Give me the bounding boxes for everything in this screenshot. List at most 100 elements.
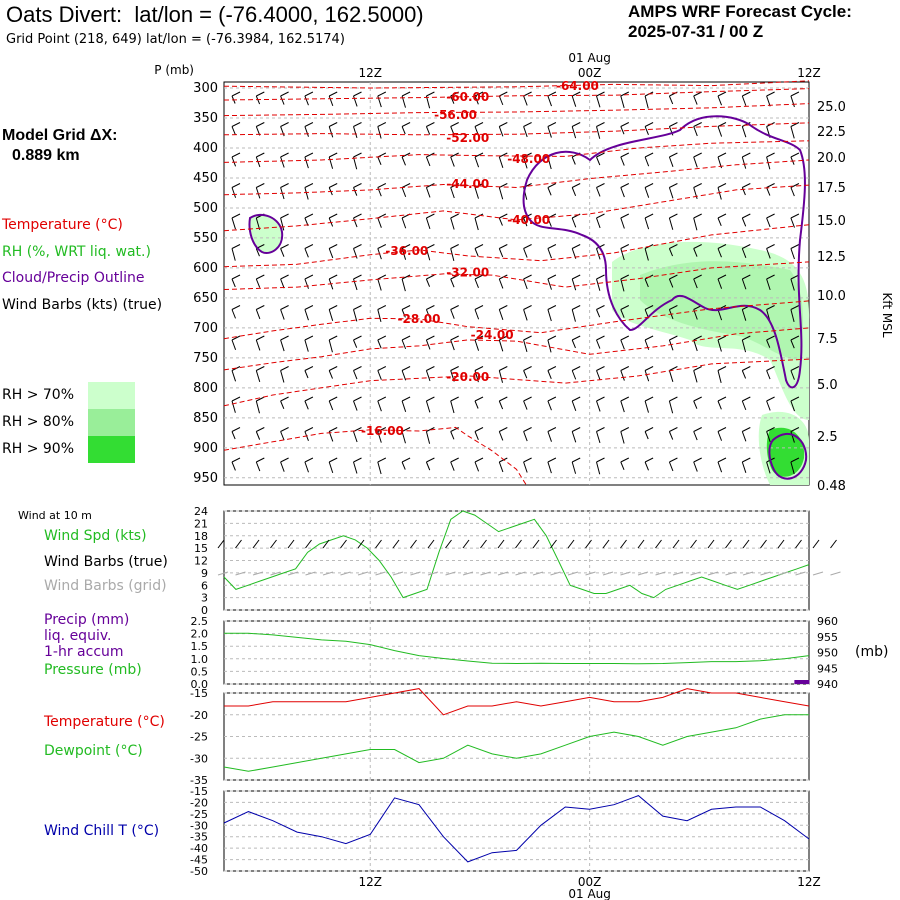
- wind-barb-flag: [620, 396, 630, 402]
- wind-barb: [353, 274, 362, 291]
- wind-barb-10m-true: [742, 539, 750, 549]
- wind-barb-10m-true: [375, 539, 382, 549]
- wind-barb-flag: [353, 396, 362, 402]
- wind-barb-shaft: [304, 248, 309, 258]
- wind-barb-flag: [547, 427, 557, 432]
- wind-barb-10m-true: [392, 539, 400, 549]
- wind-barb: [644, 183, 654, 198]
- wind-barb-shaft: [523, 400, 528, 410]
- wind-barb-shaft: [547, 461, 552, 474]
- legend-rh70-label: RH > 70%: [2, 387, 75, 403]
- wind-barb-shaft: [280, 461, 285, 472]
- wind-barb-10m-grid: [392, 571, 404, 576]
- wind-barb-flag: [474, 183, 484, 188]
- wind-barb-flag: [693, 396, 702, 402]
- wind-barb-10m-grid: [742, 571, 754, 576]
- wind-barb-shaft: [255, 400, 260, 414]
- wind-barb-10m-true: [550, 539, 557, 549]
- wind-barb: [498, 91, 508, 106]
- wind-barb-shaft: [620, 156, 625, 166]
- wind-barb: [401, 152, 411, 166]
- wind-barb-shaft: [474, 461, 480, 472]
- wind-barb-flag: [693, 335, 702, 341]
- wind-barb-shaft: [328, 461, 334, 474]
- pressure-tick-label: 450: [193, 171, 218, 186]
- wind-barb: [693, 244, 702, 257]
- wind-barb-10m-true: [252, 539, 260, 549]
- wind-barb-flag: [766, 91, 775, 97]
- wind-chill-tick-label: -35: [190, 831, 208, 844]
- wind-barb-flag: [693, 152, 702, 158]
- wind-barb: [401, 183, 411, 197]
- wind-barb: [717, 91, 727, 106]
- wind-barb: [668, 427, 678, 440]
- wind-barb-flag: [426, 122, 435, 127]
- wind-barb-shaft: [377, 278, 382, 291]
- wind-barb-flag: [669, 335, 678, 341]
- wind-barb: [596, 274, 605, 291]
- wind-barb-shaft: [401, 278, 406, 292]
- wind-barb-flag: [280, 366, 289, 371]
- wind-barb-flag: [401, 91, 411, 97]
- legend-wind-barbs-grid: Wind Barbs (grid): [44, 578, 167, 594]
- wind-barb-flag: [499, 91, 508, 97]
- wind-barb-shaft: [280, 309, 285, 320]
- wind-barb: [523, 457, 532, 473]
- legend-wind-barbs-true: Wind Barbs (true): [44, 554, 168, 570]
- wind-barb-flag: [523, 457, 532, 463]
- wind-barb-flag: [547, 244, 557, 249]
- wind-barb: [547, 183, 557, 196]
- wind-barb: [353, 122, 362, 139]
- wind-barb-flag: [377, 396, 387, 402]
- wind-barb-10m-grid: [340, 571, 351, 576]
- wind-barb-flag: [717, 427, 727, 432]
- wind-barb-flag: [742, 427, 751, 432]
- wind-barb-shaft: [523, 461, 528, 473]
- wind-barb: [644, 213, 654, 230]
- wind-barb-10m-grid: [480, 571, 491, 576]
- wind-barb: [280, 244, 289, 257]
- wind-barb-flag: [474, 305, 484, 310]
- pressure-tick-label-right: 960: [817, 615, 838, 628]
- wind-barb-10m-grid: [830, 571, 841, 576]
- wind-barb: [328, 122, 338, 138]
- wind-barb-shaft: [304, 461, 309, 473]
- wind-barb-flag: [304, 183, 314, 188]
- wind-barb-shaft: [401, 431, 406, 444]
- wind-barb-10m-true: [235, 539, 242, 549]
- wind-barb: [523, 366, 532, 379]
- wind-barb-shaft: [474, 126, 480, 136]
- wind-barb-flag: [596, 152, 605, 158]
- wind-barb-flag: [450, 396, 459, 402]
- wind-barb: [668, 152, 678, 167]
- wind-barb-flag: [644, 396, 654, 402]
- wind-barb-shaft: [741, 126, 747, 138]
- wind-barb: [644, 457, 654, 471]
- wind-barb: [231, 213, 241, 230]
- wind-barb: [620, 335, 630, 350]
- wind-barb-10m-true: [637, 539, 645, 549]
- wind-barb-shaft: [766, 248, 771, 259]
- wind-barb-shaft: [523, 126, 528, 138]
- wind-barb-flag: [280, 122, 289, 127]
- legend-cloud-outline: Cloud/Precip Outline: [2, 270, 145, 286]
- wind-barb-flag: [426, 457, 435, 463]
- wind-barb-shaft: [523, 278, 528, 290]
- wind-barb: [596, 244, 605, 260]
- wind-barb: [353, 457, 362, 474]
- wind-barb-shaft: [596, 95, 601, 108]
- wind-barb: [425, 183, 435, 198]
- wind-barb-10m-grid: [375, 571, 386, 576]
- wind-barb-shaft: [450, 339, 455, 351]
- wind-barb: [790, 213, 800, 228]
- wind-barb: [596, 122, 605, 139]
- wind-barb-flag: [280, 427, 289, 432]
- wind-barb: [474, 152, 484, 168]
- pressure-tick-label-right: 945: [817, 662, 838, 675]
- wind-barb-flag: [620, 244, 630, 249]
- wind-barb-flag: [304, 91, 314, 97]
- wind-barb: [596, 366, 605, 381]
- wind-barb: [668, 183, 678, 199]
- wind-barb: [353, 335, 362, 348]
- wind-barb-flag: [401, 366, 411, 371]
